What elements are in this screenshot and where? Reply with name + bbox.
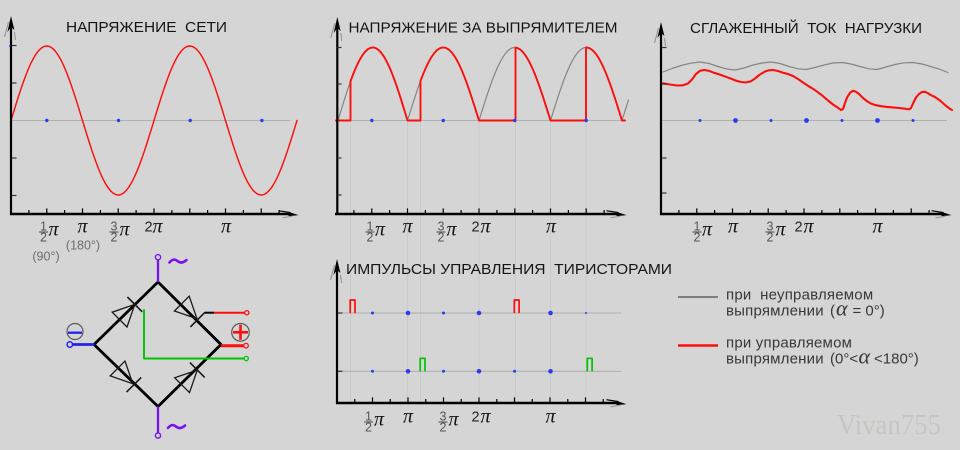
- svg-text:2: 2: [40, 231, 47, 245]
- svg-text:π: π: [804, 216, 815, 238]
- svg-text:π: π: [481, 216, 492, 238]
- svg-text:3: 3: [440, 410, 447, 424]
- svg-text:π: π: [402, 216, 413, 238]
- svg-text:2: 2: [795, 220, 803, 236]
- svg-text:2: 2: [365, 421, 372, 435]
- svg-text:выпрямлении: выпрямлении: [726, 351, 824, 368]
- svg-text:π: π: [545, 406, 556, 428]
- svg-text:π: π: [221, 216, 232, 238]
- svg-text:π: π: [447, 219, 458, 241]
- svg-text:π: π: [872, 216, 883, 238]
- svg-text:π: π: [546, 216, 557, 238]
- svg-text:<180°): <180°): [874, 351, 919, 368]
- svg-text:α: α: [859, 344, 871, 369]
- svg-text:α: α: [836, 296, 848, 321]
- svg-text:2: 2: [440, 421, 447, 435]
- svg-text:при неуправляемом: при неуправляемом: [726, 287, 873, 304]
- svg-text:= 0°): = 0°): [853, 303, 885, 320]
- svg-text:2: 2: [472, 220, 480, 236]
- svg-text:2: 2: [145, 220, 153, 236]
- svg-text:НАПРЯЖЕНИЕ СЕТИ: НАПРЯЖЕНИЕ СЕТИ: [66, 19, 227, 36]
- svg-text:3: 3: [767, 220, 774, 234]
- svg-text:π: π: [153, 216, 164, 238]
- svg-text:2: 2: [472, 410, 480, 426]
- svg-text:π: π: [375, 219, 386, 241]
- svg-text:2: 2: [438, 231, 445, 245]
- svg-text:π: π: [702, 219, 713, 241]
- svg-text:π: π: [481, 406, 492, 428]
- svg-text:π: π: [728, 216, 739, 238]
- svg-text:1: 1: [694, 220, 701, 234]
- svg-text:1: 1: [367, 220, 374, 234]
- svg-text:(0°<: (0°<: [830, 351, 858, 368]
- svg-text:(90°): (90°): [32, 250, 59, 264]
- svg-text:(180°): (180°): [66, 239, 100, 253]
- svg-text:СГЛАЖЕННЫЙ ТОК НАГРУЗКИ: СГЛАЖЕННЫЙ ТОК НАГРУЗКИ: [690, 19, 922, 37]
- svg-text:выпрямлении: выпрямлении: [726, 303, 824, 320]
- svg-text:при управляемом: при управляемом: [726, 335, 852, 352]
- svg-text:π: π: [49, 219, 60, 241]
- svg-text:3: 3: [438, 220, 445, 234]
- svg-text:(: (: [830, 303, 835, 320]
- svg-text:1: 1: [365, 410, 372, 424]
- svg-text:2: 2: [694, 231, 701, 245]
- svg-text:π: π: [77, 216, 88, 238]
- svg-text:π: π: [120, 219, 131, 241]
- svg-text:π: π: [374, 409, 385, 431]
- svg-text:ИМПУЛЬСЫ УПРАВЛЕНИЯ ТИРИСТОРА: ИМПУЛЬСЫ УПРАВЛЕНИЯ ТИРИСТОРАМИ: [346, 261, 672, 278]
- svg-text:π: π: [449, 409, 460, 431]
- svg-text:π: π: [776, 219, 787, 241]
- svg-text:Vivan755: Vivan755: [837, 409, 941, 441]
- svg-text:2: 2: [767, 231, 774, 245]
- svg-text:1: 1: [40, 220, 47, 234]
- svg-text:3: 3: [111, 220, 118, 234]
- svg-text:НАПРЯЖЕНИЕ ЗА ВЫПРЯМИТЕЛЕМ: НАПРЯЖЕНИЕ ЗА ВЫПРЯМИТЕЛЕМ: [349, 20, 618, 37]
- svg-text:2: 2: [111, 231, 118, 245]
- svg-text:π: π: [403, 406, 414, 428]
- svg-text:2: 2: [367, 231, 374, 245]
